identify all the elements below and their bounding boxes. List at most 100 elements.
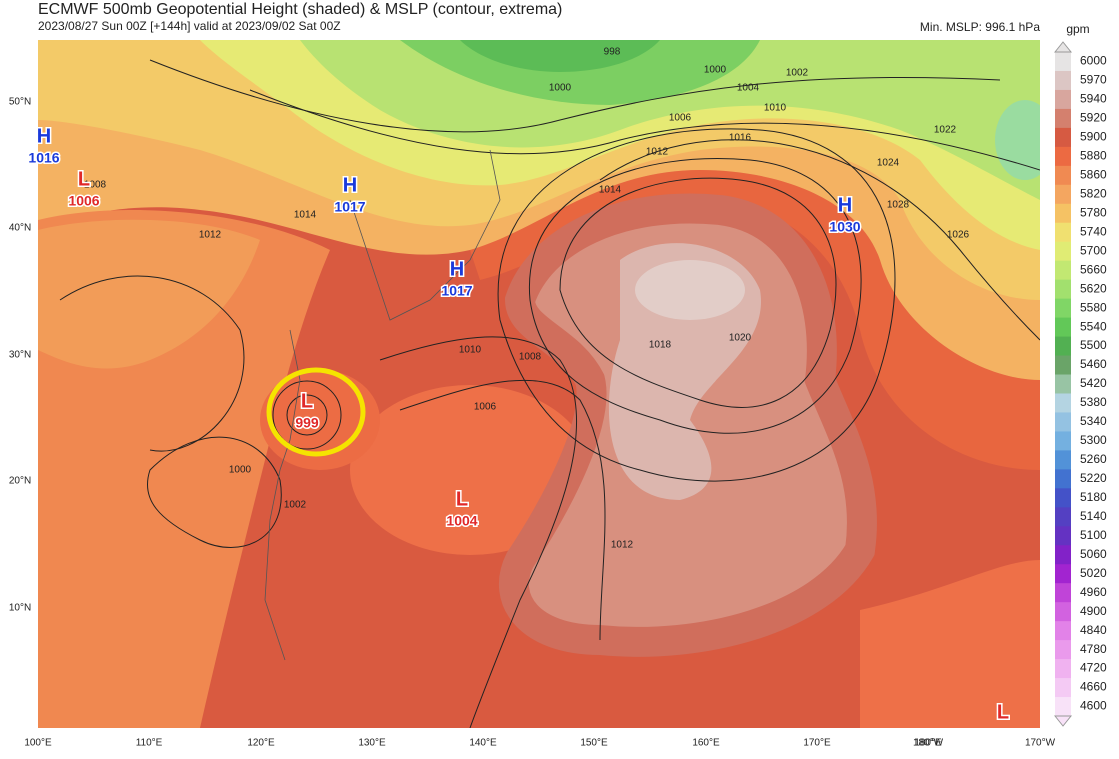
colorbar-cell: [1055, 545, 1071, 565]
colorbar-label: 5880: [1080, 149, 1107, 163]
colorbar-cell: [1055, 70, 1071, 91]
colorbar-label: 4780: [1080, 642, 1107, 656]
lon-label: 170°W: [1025, 738, 1056, 749]
lat-label: 10°N: [9, 603, 31, 614]
colorbar-cell: [1055, 165, 1071, 186]
pressure-center-letter: L: [78, 168, 90, 190]
colorbar-cell: [1055, 640, 1071, 660]
pressure-center-value: 1030: [829, 219, 860, 235]
colorbar-label: 5140: [1080, 509, 1107, 523]
colorbar-cell: [1055, 507, 1071, 527]
colorbar-unit: gpm: [1066, 22, 1089, 36]
pressure-center-letter: H: [343, 174, 357, 196]
colorbar-cell: [1055, 203, 1071, 224]
contour-label: 1008: [519, 352, 542, 363]
contour-label: 1012: [611, 540, 634, 551]
colorbar-cell: [1055, 697, 1071, 717]
lon-label: 150°E: [580, 738, 608, 749]
lon-label: 140°E: [469, 738, 497, 749]
contour-label: 1008: [84, 180, 107, 191]
colorbar-cell: [1055, 678, 1071, 698]
lat-label: 20°N: [9, 476, 31, 487]
contour-label: 1028: [887, 200, 910, 211]
colorbar-cell: [1055, 393, 1071, 413]
lon-label: 120°E: [247, 738, 275, 749]
contour-label: 1000: [229, 465, 252, 476]
colorbar-label: 5420: [1080, 376, 1107, 390]
colorbar-cell: [1055, 602, 1071, 622]
colorbar-cell: [1055, 355, 1071, 376]
colorbar-label: 5970: [1080, 73, 1107, 87]
contour-label: 1010: [459, 345, 482, 356]
contour-label: 1020: [729, 333, 752, 344]
contour-label: 1014: [599, 185, 622, 196]
colorbar-label: 4900: [1080, 604, 1107, 618]
colorbar-cell: [1055, 260, 1071, 281]
contour-label: 1004: [737, 83, 760, 94]
colorbar-label: 5540: [1080, 319, 1107, 333]
colorbar-cell: [1055, 146, 1071, 167]
pressure-center-value: 1017: [334, 199, 365, 215]
lon-label: 110°E: [136, 738, 163, 749]
colorbar-label: 4600: [1080, 699, 1107, 713]
lat-label: 40°N: [9, 223, 31, 234]
colorbar-label: 5060: [1080, 547, 1107, 561]
map-title: ECMWF 500mb Geopotential Height (shaded)…: [38, 1, 562, 18]
colorbar-label: 4660: [1080, 680, 1107, 694]
lon-label: 180°E: [914, 738, 942, 749]
colorbar-cell: [1055, 279, 1071, 300]
colorbar-label: 6000: [1080, 54, 1107, 68]
pressure-center-letter: H: [838, 194, 852, 216]
pressure-center-value: 1004: [446, 513, 477, 529]
pressure-center-letter: L: [456, 488, 468, 510]
map-subtitle: 2023/08/27 Sun 00Z [+144h] valid at 2023…: [38, 19, 341, 33]
colorbar-cell: [1055, 450, 1071, 470]
colorbar-label: 5180: [1080, 490, 1107, 504]
colorbar-label: 4720: [1080, 661, 1107, 675]
pressure-center-letter: L: [301, 390, 313, 412]
contour-label: 1022: [934, 125, 957, 136]
colorbar-cell: [1055, 469, 1071, 489]
contour-label: 1012: [199, 230, 222, 241]
contour-label: 1000: [704, 65, 727, 76]
contour-label: 1018: [649, 340, 672, 351]
colorbar-label: 5020: [1080, 566, 1107, 580]
overlay: 6000 5970 5940 5920 5900 5880 5860 5820 5780 5740…: [9, 41, 1107, 749]
colorbar-cell: [1055, 431, 1071, 451]
contour-label: 1014: [294, 210, 317, 221]
lon-label: 180°W: [913, 738, 944, 749]
colorbar-cell: [1055, 184, 1071, 205]
colorbar-top-cap: [1053, 41, 1073, 53]
colorbar-label: 5620: [1080, 281, 1107, 295]
colorbar-cell: [1055, 317, 1071, 338]
colorbar-cell: [1055, 222, 1071, 243]
colorbar-label: 4960: [1080, 585, 1107, 599]
contour-label: 998: [604, 47, 621, 58]
colorbar-label: 5460: [1080, 357, 1107, 371]
contour-label: 1026: [947, 230, 970, 241]
colorbar-cell: [1055, 526, 1071, 546]
colorbar-label: 5920: [1080, 111, 1107, 125]
colorbar-cell: [1055, 412, 1071, 432]
lat-label: 30°N: [9, 350, 31, 361]
colorbar-cell: [1055, 298, 1071, 319]
colorbar-label: 4840: [1080, 623, 1107, 637]
colorbar-cell: [1055, 89, 1071, 110]
pressure-center-value: 1006: [68, 193, 99, 209]
colorbar-label: 5500: [1080, 338, 1107, 352]
colorbar-cell: [1055, 336, 1071, 357]
contour-label: 1002: [786, 68, 809, 79]
pressure-center-letter: H: [37, 125, 51, 147]
map-shading: [38, 40, 1040, 728]
lat-label: 50°N: [9, 97, 31, 108]
contour-label: 1010: [764, 103, 787, 114]
colorbar-cell: [1055, 108, 1071, 129]
colorbar-label: 5100: [1080, 528, 1107, 542]
colorbar-label: 5860: [1080, 167, 1107, 181]
colorbar-label: 5380: [1080, 395, 1107, 409]
colorbar-cell: [1055, 374, 1071, 394]
colorbar-label: 5260: [1080, 452, 1107, 466]
pressure-center-value: 1017: [441, 283, 472, 299]
colorbar-cell: [1055, 127, 1071, 148]
colorbar-cell: [1055, 659, 1071, 679]
